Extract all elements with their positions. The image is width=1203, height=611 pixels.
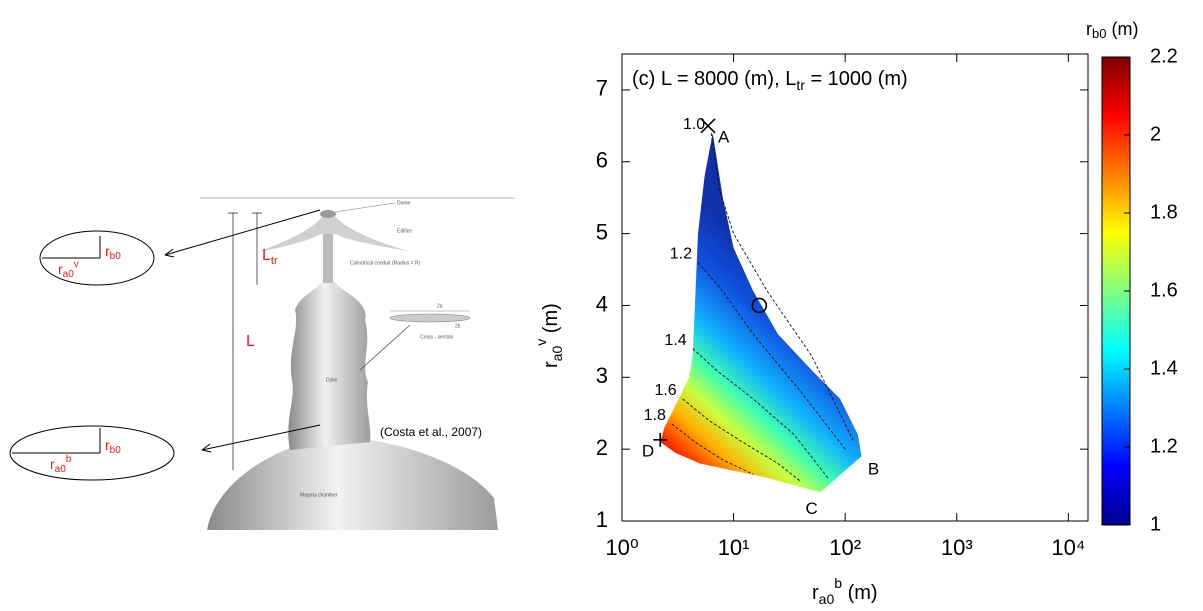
colorbar-tick-label: 2 bbox=[1150, 123, 1161, 145]
conduit bbox=[323, 215, 333, 283]
y-tick-label: 6 bbox=[596, 148, 608, 173]
part-label: 2b bbox=[455, 323, 461, 329]
text: (m) bbox=[1106, 19, 1138, 39]
point-label: D bbox=[642, 441, 654, 460]
text: b bbox=[834, 575, 842, 591]
arrowhead bbox=[164, 248, 175, 258]
text: a0 bbox=[55, 464, 67, 475]
edifice bbox=[258, 214, 412, 252]
text: r bbox=[1086, 19, 1092, 39]
colorbar-tick-label: 1.2 bbox=[1150, 435, 1178, 457]
citation: (Costa et al., 2007) bbox=[380, 425, 482, 439]
y-tick-label: 4 bbox=[596, 291, 608, 316]
top-ra0: ra0v bbox=[58, 259, 79, 280]
contour-label: 1.6 bbox=[654, 382, 676, 399]
y-tick-label: 7 bbox=[596, 76, 608, 101]
y-tick-label: 2 bbox=[596, 435, 608, 460]
text: v bbox=[533, 339, 549, 346]
length-label: L bbox=[246, 333, 255, 350]
point-marker bbox=[653, 432, 668, 447]
point-marker bbox=[700, 118, 716, 134]
contour-line bbox=[682, 398, 802, 482]
text: r bbox=[105, 437, 110, 453]
part-label: Cylindrical conduit (Radius = R) bbox=[350, 260, 421, 266]
y-axis-label: ra0v (m) bbox=[533, 303, 565, 368]
text: (m) bbox=[842, 582, 878, 604]
text: r bbox=[58, 261, 63, 277]
text: b0 bbox=[110, 251, 122, 262]
part-label: Dyke bbox=[326, 377, 338, 383]
colorbar-tick-label: 1.6 bbox=[1150, 279, 1178, 301]
y-tick-label: 5 bbox=[596, 219, 608, 244]
text: b0 bbox=[110, 445, 122, 456]
colorbar-tick-label: 1.4 bbox=[1150, 357, 1178, 379]
colorbar-tick-label: 1 bbox=[1150, 513, 1161, 535]
cross-section bbox=[389, 313, 471, 323]
bottom-rb0: rb0 bbox=[105, 437, 121, 456]
dyke bbox=[288, 280, 371, 450]
arrowhead bbox=[201, 443, 212, 453]
x-axis-label: ra0b (m) bbox=[812, 575, 878, 607]
text: tr bbox=[796, 77, 805, 93]
contour-label: 1.8 bbox=[644, 407, 666, 424]
text: (c) L = 8000 (m), L bbox=[632, 68, 796, 90]
text: b0 bbox=[1092, 26, 1106, 41]
contour-line bbox=[671, 423, 754, 475]
leader bbox=[334, 202, 396, 213]
contour-line bbox=[710, 132, 855, 443]
plot-frame bbox=[621, 53, 1089, 522]
top-rb0: rb0 bbox=[105, 243, 121, 262]
text: a0 bbox=[549, 346, 565, 362]
colorbar-tick-label: 1.8 bbox=[1150, 201, 1178, 223]
part-label: Edifice bbox=[397, 228, 412, 234]
y-tick-label: 1 bbox=[596, 507, 608, 532]
contour-label: 1.4 bbox=[664, 332, 686, 349]
text: = 1000 (m) bbox=[805, 68, 908, 90]
y-tick-label: 3 bbox=[596, 363, 608, 388]
text: a0 bbox=[63, 269, 75, 280]
colorbar-tick-label: 2.2 bbox=[1150, 45, 1178, 67]
contour-line bbox=[692, 348, 829, 479]
point-label: B bbox=[868, 459, 879, 478]
x-tick-label: 10¹ bbox=[718, 535, 750, 560]
pointer bbox=[201, 424, 321, 451]
pointer bbox=[164, 209, 321, 256]
text: b bbox=[66, 454, 72, 465]
x-tick-label: 10⁴ bbox=[1051, 535, 1085, 560]
arrow bbox=[359, 324, 411, 371]
text: r bbox=[812, 582, 819, 604]
point-marker bbox=[751, 297, 768, 314]
part-label: Magma chamber bbox=[300, 492, 338, 498]
point-label: A bbox=[718, 127, 730, 146]
section-top bbox=[39, 230, 155, 286]
section-bottom bbox=[9, 425, 175, 481]
chart-title: (c) L = 8000 (m), Ltr = 1000 (m) bbox=[632, 68, 908, 92]
x-tick-label: 10⁰ bbox=[605, 535, 638, 560]
text: r bbox=[50, 456, 55, 472]
volcano-schematic: Dome Edifice Cylindrical conduit (Radius… bbox=[9, 197, 515, 530]
text: r bbox=[540, 361, 562, 368]
bottom-ra0: ra0b bbox=[50, 454, 72, 475]
text: a0 bbox=[819, 591, 835, 607]
contour-label: 1.0 bbox=[683, 116, 705, 133]
text: (m) bbox=[540, 303, 562, 339]
contour-line bbox=[697, 262, 846, 450]
transition-label: Ltr bbox=[262, 247, 278, 267]
dome bbox=[320, 210, 336, 218]
part-label: 2a bbox=[437, 303, 443, 309]
colorbar-label: rb0 (m) bbox=[1086, 19, 1138, 42]
text: v bbox=[74, 259, 79, 270]
magma-chamber bbox=[207, 440, 498, 530]
point-label: C bbox=[805, 499, 817, 518]
text: tr bbox=[271, 255, 278, 267]
part-label: Cross - section bbox=[420, 334, 454, 340]
x-tick-label: 10³ bbox=[941, 535, 973, 560]
text: L bbox=[262, 247, 271, 264]
text: r bbox=[105, 243, 110, 259]
x-tick-label: 10² bbox=[829, 535, 861, 560]
contour-label: 1.2 bbox=[670, 246, 692, 263]
part-label: Dome bbox=[397, 200, 411, 206]
